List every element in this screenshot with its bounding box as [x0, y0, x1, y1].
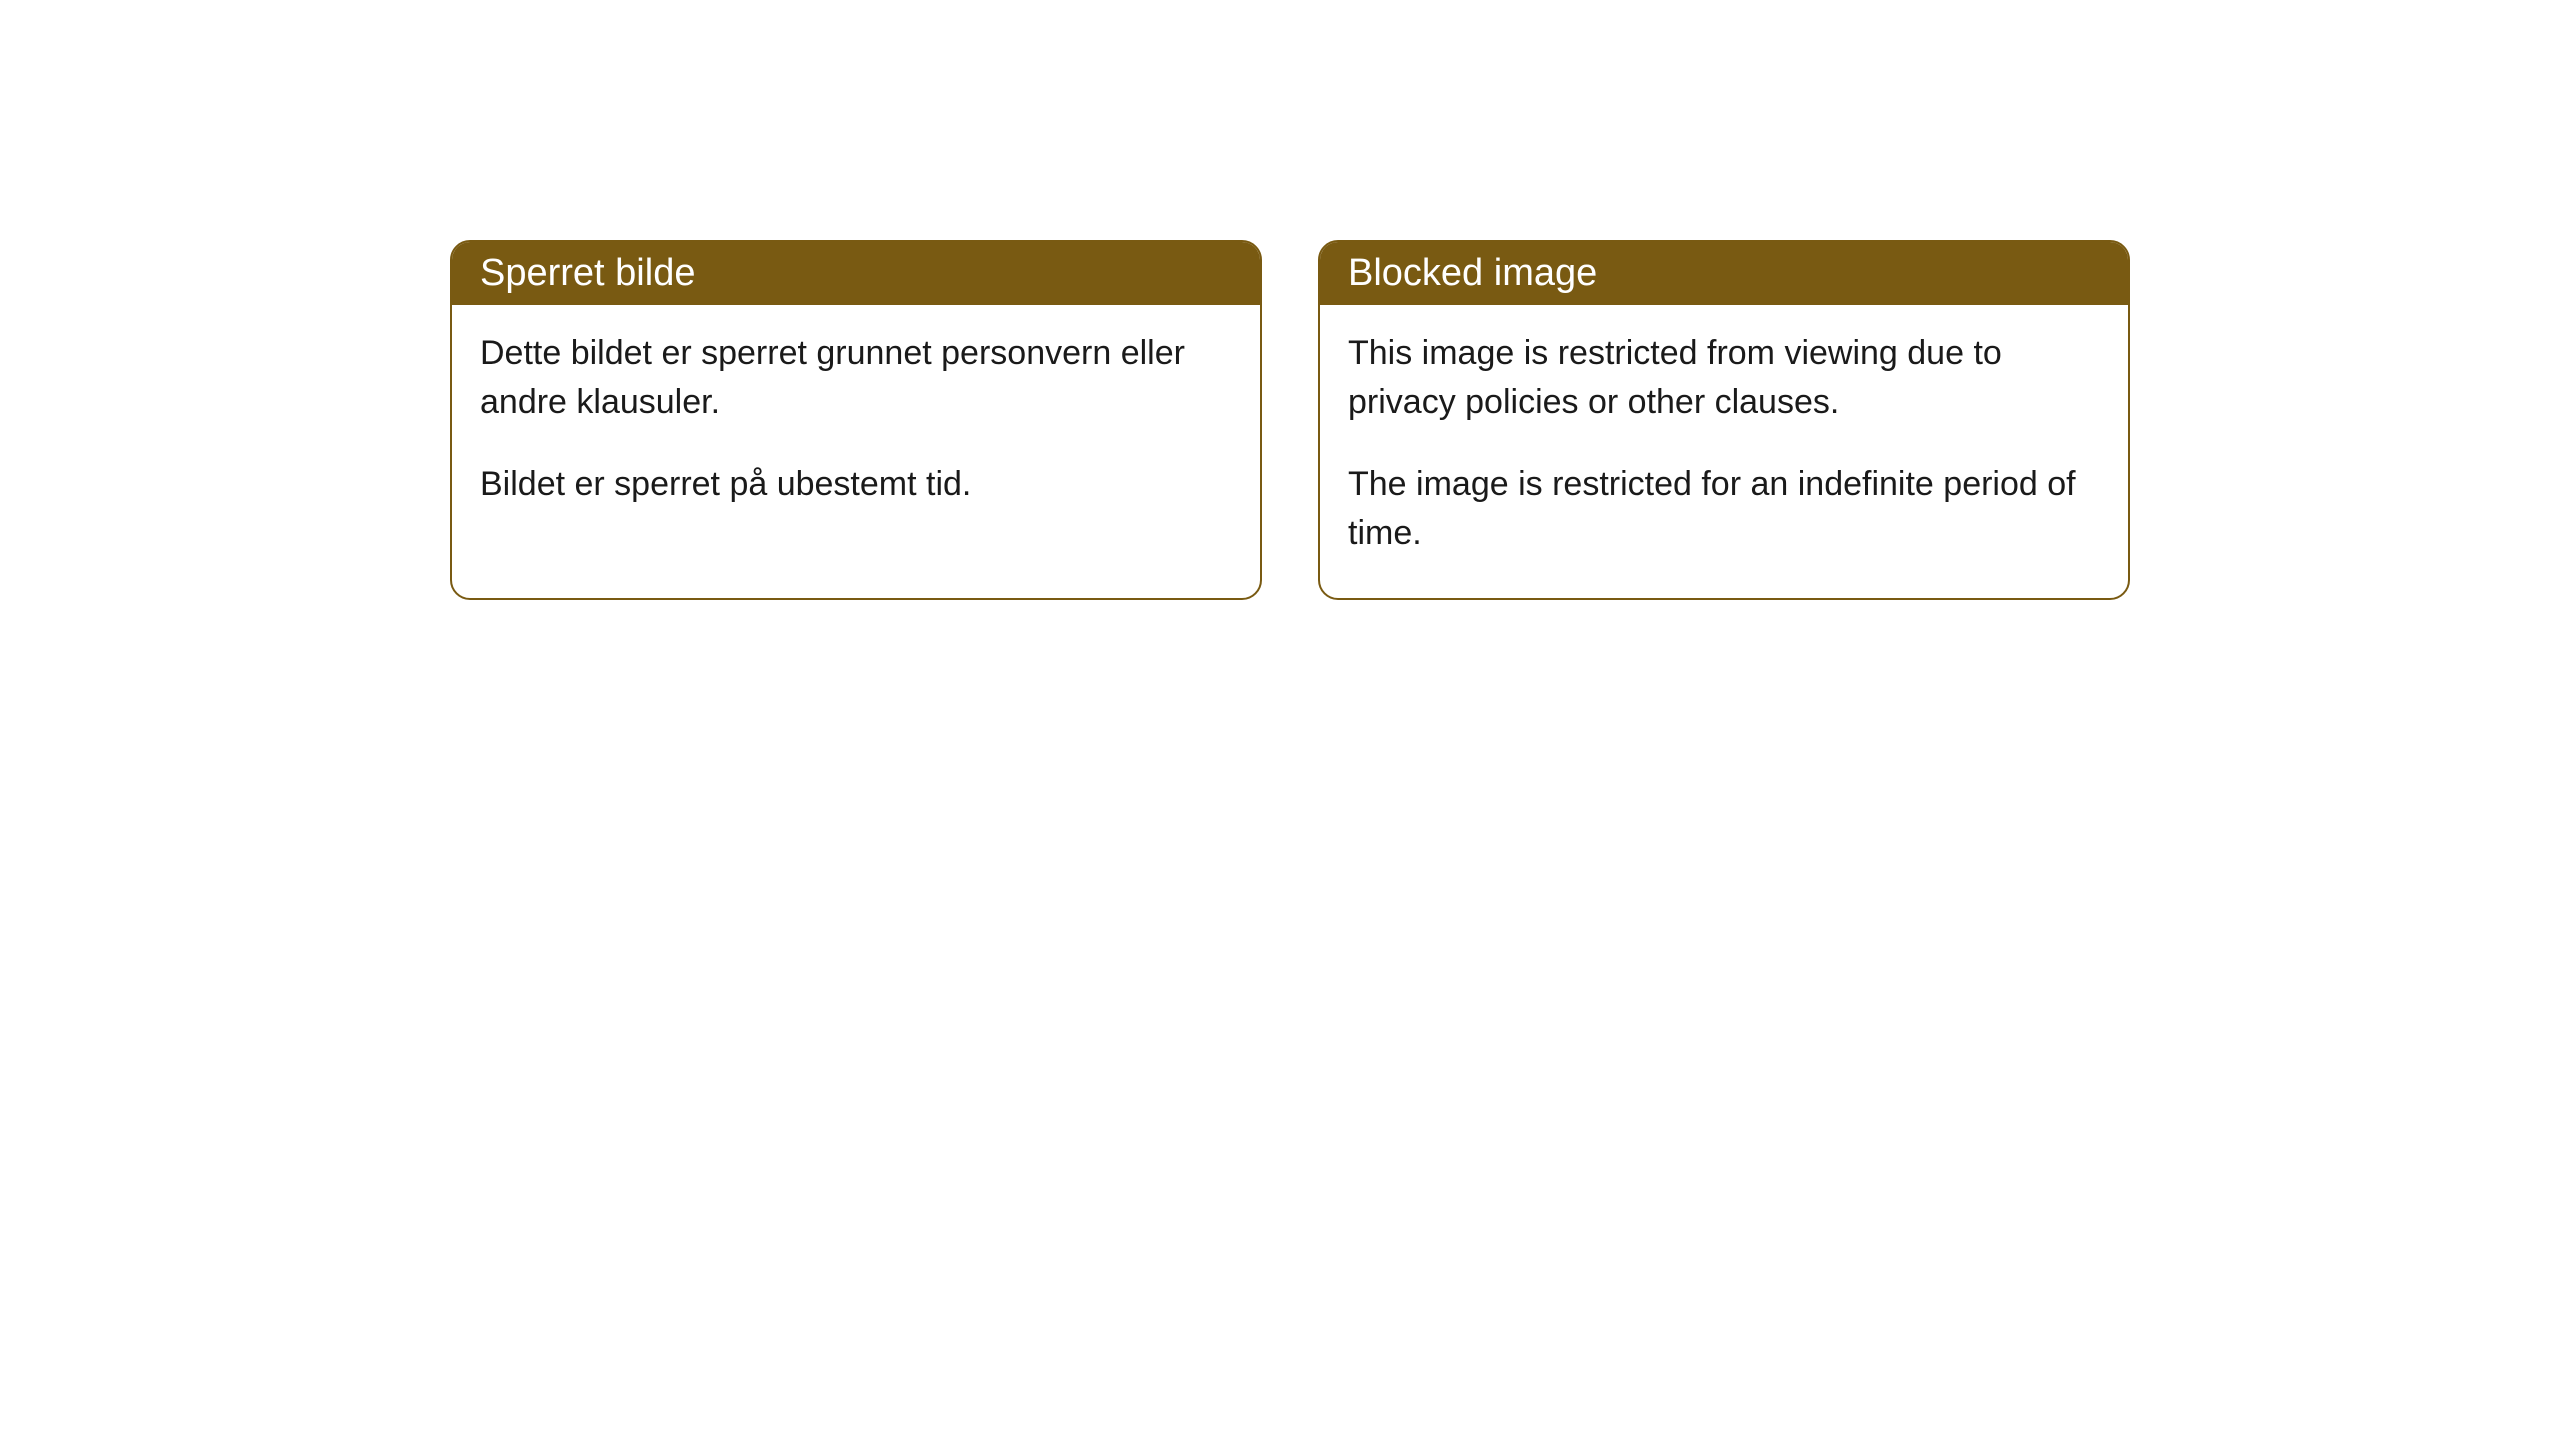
- card-body-norwegian: Dette bildet er sperret grunnet personve…: [452, 305, 1260, 549]
- card-paragraph-2-norwegian: Bildet er sperret på ubestemt tid.: [480, 460, 1232, 509]
- card-body-english: This image is restricted from viewing du…: [1320, 305, 2128, 598]
- blocked-image-card-english: Blocked image This image is restricted f…: [1318, 240, 2130, 600]
- card-header-norwegian: Sperret bilde: [452, 242, 1260, 305]
- card-header-english: Blocked image: [1320, 242, 2128, 305]
- notice-cards-container: Sperret bilde Dette bildet er sperret gr…: [0, 0, 2560, 600]
- card-paragraph-2-english: The image is restricted for an indefinit…: [1348, 460, 2100, 559]
- blocked-image-card-norwegian: Sperret bilde Dette bildet er sperret gr…: [450, 240, 1262, 600]
- card-paragraph-1-english: This image is restricted from viewing du…: [1348, 329, 2100, 428]
- card-paragraph-1-norwegian: Dette bildet er sperret grunnet personve…: [480, 329, 1232, 428]
